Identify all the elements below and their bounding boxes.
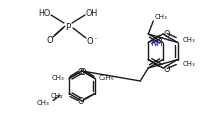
Text: P: P (65, 22, 70, 31)
Text: CH₃: CH₃ (51, 75, 64, 81)
Text: HO: HO (38, 9, 50, 18)
Text: O: O (47, 36, 53, 45)
Text: +: + (164, 37, 169, 42)
Text: NH: NH (150, 39, 162, 48)
Text: O: O (77, 96, 84, 105)
Text: CH₃: CH₃ (181, 60, 194, 66)
Text: C₂H₅: C₂H₅ (98, 75, 114, 81)
Text: CH₃: CH₃ (153, 14, 166, 20)
Text: ⁻: ⁻ (93, 37, 96, 43)
Text: CH₂: CH₂ (51, 93, 64, 99)
Text: CH₃: CH₃ (181, 37, 194, 43)
Text: O: O (163, 30, 169, 39)
Text: O: O (86, 37, 93, 46)
Text: OH: OH (85, 9, 98, 18)
Text: O: O (79, 67, 86, 76)
Text: O: O (77, 67, 84, 76)
Text: O: O (163, 64, 169, 73)
Text: CH₃: CH₃ (36, 100, 49, 106)
